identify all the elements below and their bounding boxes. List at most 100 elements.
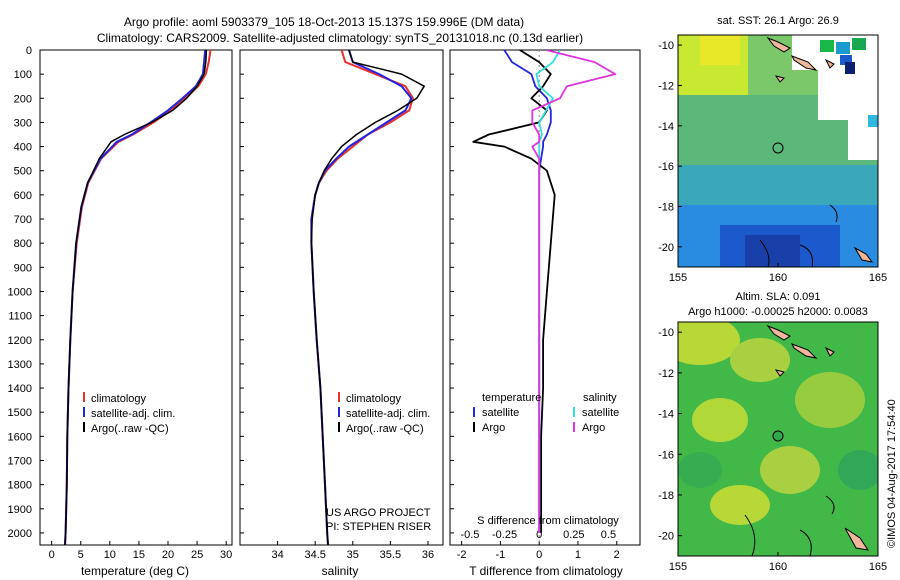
s-tick-label: -0.25 <box>492 529 517 541</box>
salinity-x-label: salinity <box>322 564 359 578</box>
sst-pixel <box>836 42 850 54</box>
legend-argo-label: Argo(..raw -QC) <box>91 423 169 435</box>
sla-high-blob <box>760 446 820 494</box>
legend-t-satellite-label: satellite <box>482 407 519 419</box>
island-shape <box>853 246 874 263</box>
depth-tick-label: 2000 <box>8 528 32 540</box>
depth-tick-label: 1600 <box>8 431 32 443</box>
map-y-tick-label: -20 <box>658 531 674 543</box>
depth-tick-label: 500 <box>14 166 32 178</box>
salinity-plot-frame <box>239 49 444 546</box>
x-tick-label: 35 <box>347 549 359 561</box>
map-x-tick-label: 155 <box>669 272 687 284</box>
argo-location-marker <box>772 430 784 442</box>
s-difference-label: S difference from climatology <box>477 515 619 527</box>
map-y-tick-label: -10 <box>658 40 674 52</box>
island-shape <box>774 369 785 377</box>
map-x-tick-label: 160 <box>769 272 787 284</box>
bathymetry-contour <box>799 529 812 556</box>
island-shape <box>844 527 870 551</box>
x-tick-label: 25 <box>191 549 203 561</box>
sla-map-axes: 155 160 165 -10 -12 -14 -16 -18 -20 <box>658 327 887 573</box>
difference-legend: temperature satellite Argo salinity sate… <box>473 392 619 434</box>
sst-pixel <box>820 40 834 52</box>
bathymetry-contour <box>829 204 838 223</box>
x-tick-label: 36 <box>422 549 434 561</box>
map-y-tick-label: -10 <box>658 327 674 339</box>
x-tick-label: 30 <box>220 549 232 561</box>
island-shape <box>766 324 791 341</box>
depth-tick-label: 400 <box>14 142 32 154</box>
s-tick-label: 0.25 <box>563 529 584 541</box>
legend-t-argo-label: Argo <box>482 422 505 434</box>
depth-tick-label: 1100 <box>8 311 32 323</box>
x-tick-label: 35.5 <box>380 549 401 561</box>
series-line-t-argo <box>472 50 556 533</box>
series-line-climatology <box>310 50 414 545</box>
figure-title-line-1: Argo profile: aoml 5903379_105 18-Oct-20… <box>124 15 524 29</box>
bathymetry-contour <box>825 495 835 515</box>
temperature-x-label: temperature (deg C) <box>81 564 189 578</box>
sst-no-data-area <box>792 35 878 160</box>
legend-temperature-title: temperature <box>482 392 541 404</box>
imos-watermark: ©IMOS 04-Aug-2017 17:54:40 <box>886 399 898 548</box>
depth-tick-label: 600 <box>14 190 32 202</box>
legend-argo-label: Argo(..raw -QC) <box>346 423 424 435</box>
sst-pixel <box>845 62 855 74</box>
map-x-tick-label: 155 <box>669 561 687 573</box>
x-tick-label: 1 <box>575 549 581 561</box>
map-y-tick-label: -12 <box>658 80 674 92</box>
map-y-tick-label: -14 <box>658 121 674 133</box>
figure-title-line-2: Climatology: CARS2009. Satellite-adjuste… <box>97 31 583 45</box>
series-line-argo-raw-qc- <box>310 50 425 545</box>
series-line-satellite-adj-clim- <box>310 50 413 545</box>
depth-tick-label: 800 <box>14 238 32 250</box>
x-tick-label: 15 <box>133 549 145 561</box>
sst-cold-core <box>745 235 800 267</box>
legend-satellite-label: satellite-adj. clim. <box>91 408 175 420</box>
difference-plot-frame <box>449 49 641 546</box>
depth-tick-label: 1700 <box>8 455 32 467</box>
island-shape <box>824 346 835 357</box>
map-y-tick-label: -12 <box>658 368 674 380</box>
series-line-s-argo <box>531 50 617 533</box>
x-tick-label: 0 <box>49 549 55 561</box>
bathymetry-contour <box>799 244 813 267</box>
depth-tick-label: 700 <box>14 214 32 226</box>
island-shape <box>824 58 835 69</box>
x-tick-label: -2 <box>457 549 467 561</box>
legend-climatology-label: climatology <box>91 393 147 405</box>
depth-tick-label: 1500 <box>8 407 32 419</box>
x-tick-label: 34 <box>271 549 283 561</box>
legend-s-satellite-label: satellite <box>582 407 619 419</box>
depth-tick-label: 0 <box>26 45 32 57</box>
map-x-tick-label: 165 <box>869 561 887 573</box>
series-line-satellite-adj-clim- <box>64 50 207 545</box>
map-y-tick-label: -18 <box>658 201 674 213</box>
island-shape <box>790 55 818 71</box>
sla-map-title: Altim. SLA: 0.091 <box>736 291 821 303</box>
depth-tick-label: 900 <box>14 262 32 274</box>
s-tick-label: -0.5 <box>460 529 479 541</box>
sla-low-blob <box>838 450 878 490</box>
series-line-t-satellite <box>503 50 552 533</box>
sst-map-axes: 155 160 165 -10 -12 -14 -16 -18 -20 <box>658 40 887 284</box>
depth-tick-label: 1400 <box>8 383 32 395</box>
legend-satellite-label: satellite-adj. clim. <box>346 408 430 420</box>
x-tick-label: 5 <box>78 549 84 561</box>
t-difference-label: T difference from climatology <box>469 564 623 578</box>
map-x-tick-label: 165 <box>869 272 887 284</box>
bathymetry-contour <box>744 514 756 556</box>
island-shape <box>774 75 785 83</box>
temperature-series <box>64 50 212 545</box>
sst-pixel <box>840 55 852 65</box>
salinity-series <box>310 50 425 545</box>
pi-annotation: PI: STEPHEN RISER <box>326 521 431 533</box>
sst-map <box>678 35 878 267</box>
sla-high-blob <box>692 398 748 442</box>
map-x-tick-label: 160 <box>769 561 787 573</box>
sst-pixel <box>868 115 878 127</box>
x-tick-label: 2 <box>614 549 620 561</box>
temperature-legend: climatology satellite-adj. clim. Argo(..… <box>83 392 175 435</box>
